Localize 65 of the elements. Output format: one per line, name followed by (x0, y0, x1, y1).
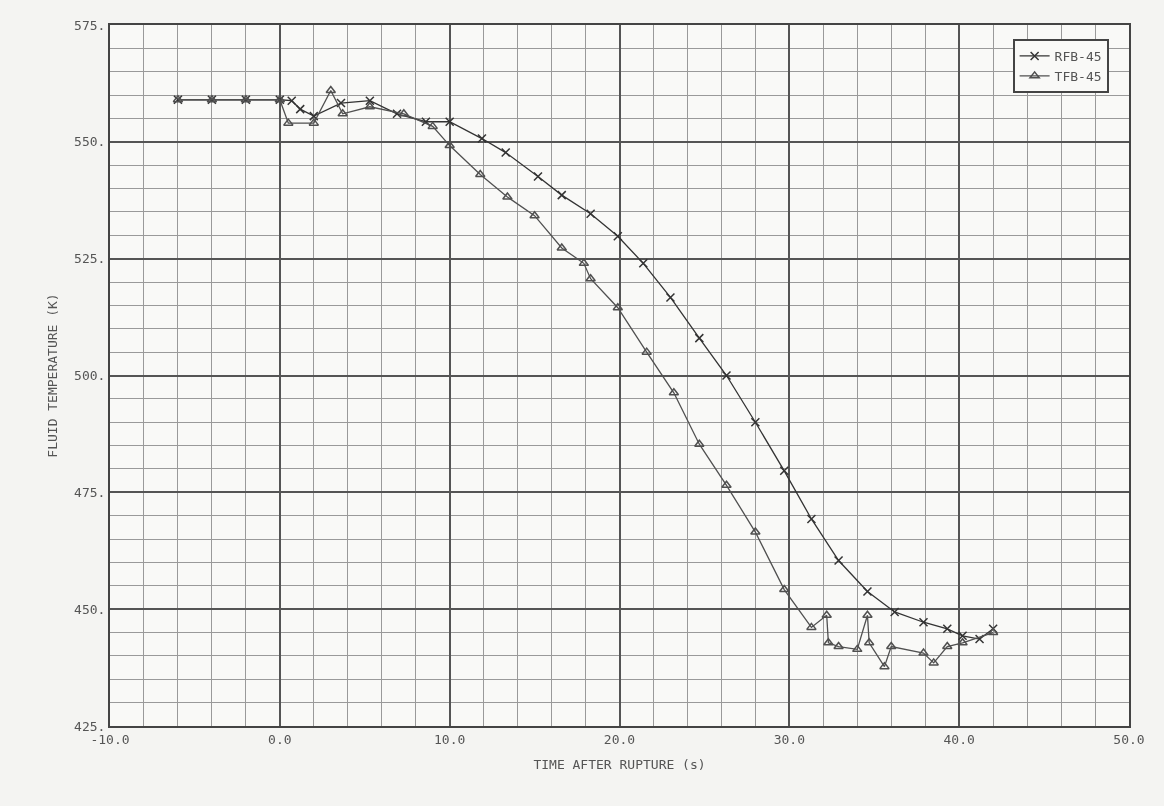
point (879, 661, 890, 670)
point (694, 333, 705, 343)
point (941, 641, 953, 650)
point (823, 638, 834, 646)
point (957, 631, 968, 641)
point (862, 610, 873, 618)
point (721, 370, 732, 381)
point (779, 466, 789, 476)
point (918, 617, 929, 627)
point (585, 209, 596, 219)
point (557, 190, 567, 200)
x-tick-label: 20.0 (603, 731, 636, 747)
point (638, 258, 649, 269)
point (613, 231, 623, 241)
point (392, 109, 402, 119)
y-tick-label: 475. (74, 484, 106, 500)
x-tick-label: 50.0 (1113, 731, 1145, 747)
x-tick-label: 40.0 (943, 731, 975, 747)
point (502, 192, 513, 200)
y-axis-title: FLUID TEMPERATURE (K) (44, 293, 60, 458)
point (477, 133, 487, 144)
point (585, 274, 596, 282)
x-tick-label: 0.0 (268, 731, 292, 747)
point (309, 111, 319, 121)
point (974, 634, 985, 644)
x-tick-label: -10.0 (90, 731, 130, 747)
point (862, 586, 873, 597)
y-tick-label: 525. (74, 251, 106, 267)
point (721, 480, 732, 489)
legend-label: TFB-45 (1054, 68, 1102, 84)
point (833, 641, 844, 650)
y-tick-label: 550. (74, 134, 106, 150)
x-tick-label: 10.0 (434, 731, 466, 747)
point (529, 210, 540, 219)
legend-label: RFB-45 (1054, 49, 1102, 65)
point (806, 622, 817, 631)
y-tick-label: 425. (74, 718, 106, 734)
y-tick-label: 575. (74, 17, 106, 33)
point (665, 292, 676, 303)
point (295, 104, 305, 114)
point (885, 641, 897, 650)
point (889, 607, 900, 617)
x-tick-label: 30.0 (773, 731, 805, 747)
point (750, 417, 761, 427)
point (286, 95, 297, 106)
x-axis-title: TIME AFTER RUPTURE (s) (533, 756, 706, 772)
point (612, 302, 624, 311)
point (427, 121, 439, 130)
point (421, 116, 431, 127)
point (444, 116, 455, 127)
point (474, 169, 486, 178)
point (365, 95, 375, 106)
point (833, 555, 844, 566)
y-tick-label: 450. (74, 601, 106, 617)
point (851, 644, 863, 653)
point (533, 171, 543, 182)
point (750, 527, 761, 535)
point (942, 624, 953, 634)
point (325, 85, 337, 94)
point (806, 514, 817, 524)
point (500, 147, 511, 158)
y-tick-label: 500. (74, 368, 106, 384)
point (957, 638, 968, 646)
point (336, 98, 346, 108)
point (918, 648, 929, 656)
